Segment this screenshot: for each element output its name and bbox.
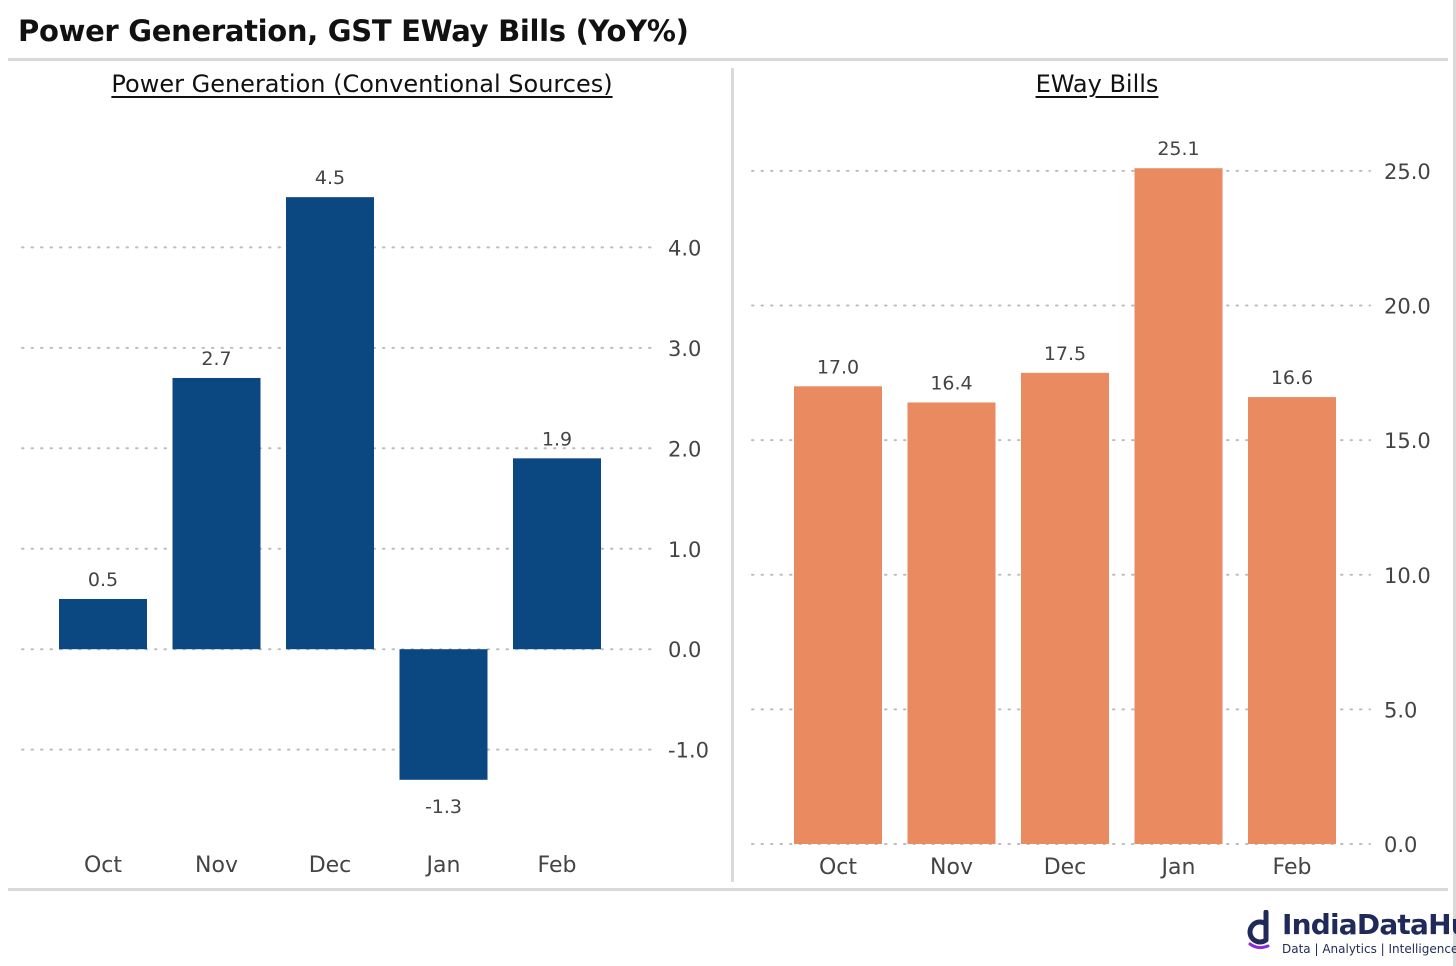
bottom-divider — [8, 888, 1448, 891]
eway-value-label: 25.1 — [1157, 138, 1199, 160]
power-ytick-label: 1.0 — [668, 538, 701, 562]
power-chart-title: Power Generation (Conventional Sources) — [111, 70, 613, 98]
brand-name: IndiaDataHub — [1282, 908, 1456, 941]
power-ytick-label: 0.0 — [668, 638, 701, 662]
eway-bar — [1021, 372, 1109, 844]
eway-value-label: 17.5 — [1044, 343, 1086, 365]
eway-category-label: Oct — [819, 855, 857, 880]
logo-icon — [1247, 910, 1270, 950]
eway-value-label: 16.6 — [1271, 367, 1313, 389]
eway-category-label: Nov — [930, 855, 973, 880]
eway-ytick-label: 15.0 — [1384, 429, 1431, 453]
eway-ytick-label: 10.0 — [1384, 564, 1431, 588]
eway-bar — [794, 386, 882, 844]
top-divider — [8, 58, 1448, 61]
power-category-label: Feb — [538, 853, 577, 878]
power-category-label: Dec — [309, 853, 352, 878]
power-ytick-label: 3.0 — [668, 337, 701, 361]
power-value-label: 2.7 — [201, 348, 231, 370]
brand-logo: IndiaDataHub Data | Analytics | Intellig… — [1244, 908, 1456, 958]
brand-tagline: Data | Analytics | Intelligence — [1282, 942, 1456, 956]
power-ytick-label: 4.0 — [668, 236, 701, 260]
eway-bar — [1248, 397, 1336, 844]
panel-divider — [731, 68, 734, 882]
eway-ytick-label: 20.0 — [1384, 295, 1431, 319]
eway-ytick-label: 0.0 — [1384, 833, 1417, 857]
power-value-label: 4.5 — [315, 167, 345, 189]
power-value-label: -1.3 — [425, 796, 462, 818]
power-value-label: 1.9 — [542, 428, 572, 450]
power-category-label: Oct — [84, 853, 122, 878]
power-ytick-label: 2.0 — [668, 437, 701, 461]
eway-category-label: Dec — [1044, 855, 1087, 880]
eway-category-label: Jan — [1160, 855, 1196, 880]
power-bar — [513, 458, 601, 650]
page-title: Power Generation, GST EWay Bills (YoY%) — [18, 14, 689, 48]
right-border — [1453, 0, 1456, 966]
power-value-label: 0.5 — [88, 569, 118, 591]
eway-chart-title: EWay Bills — [1035, 70, 1159, 98]
power-bar — [399, 649, 488, 780]
eway-ytick-label: 25.0 — [1384, 160, 1431, 184]
eway-category-label: Feb — [1273, 855, 1312, 880]
power-bar — [286, 197, 374, 650]
power-ytick-label: -1.0 — [668, 739, 709, 763]
eway-bar — [1134, 168, 1223, 844]
eway-value-label: 17.0 — [817, 356, 859, 378]
eway-bar — [907, 402, 996, 844]
power-bar — [59, 598, 147, 650]
power-category-label: Nov — [195, 853, 238, 878]
eway-value-label: 16.4 — [930, 372, 972, 394]
power-category-label: Jan — [425, 853, 461, 878]
eway-ytick-label: 5.0 — [1384, 698, 1417, 722]
power-bar — [172, 377, 261, 650]
